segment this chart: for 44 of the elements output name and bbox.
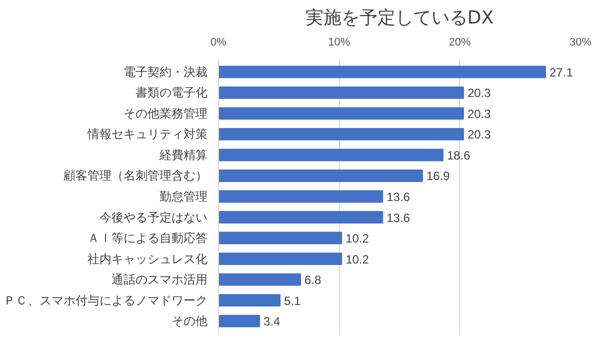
bar bbox=[218, 107, 464, 120]
x-tick-label: 0% bbox=[210, 36, 227, 48]
bar bbox=[218, 294, 281, 306]
data-label: 3.4 bbox=[264, 314, 281, 329]
bar bbox=[218, 66, 546, 78]
data-label: 20.3 bbox=[467, 86, 492, 100]
y-tick-label: 社内キャッシュレス化 bbox=[88, 252, 208, 266]
data-label: 10.2 bbox=[346, 252, 370, 266]
bar bbox=[218, 86, 464, 99]
bar bbox=[218, 128, 464, 140]
data-label: 18.6 bbox=[446, 148, 471, 162]
y-tick-label: ＡＩ等による自動応答 bbox=[88, 231, 208, 246]
data-label: 13.6 bbox=[386, 190, 410, 204]
data-label: 5.1 bbox=[284, 294, 302, 308]
bar bbox=[218, 252, 342, 265]
bar bbox=[218, 170, 423, 182]
data-label: 20.3 bbox=[467, 128, 492, 142]
data-label: 13.6 bbox=[386, 210, 410, 225]
y-tick-label: 勤怠管理 bbox=[160, 190, 208, 204]
data-label: 6.8 bbox=[304, 273, 322, 288]
x-tick-label: 20% bbox=[448, 36, 472, 48]
chart-title: 実施を予定しているDX bbox=[305, 8, 494, 28]
y-tick-label: 電子契約・決裁 bbox=[124, 64, 208, 79]
x-tick-label: 10% bbox=[328, 36, 350, 48]
y-tick-label: 情報セキュリティ対策 bbox=[86, 127, 208, 142]
y-tick-label: 通話のスマホ活用 bbox=[112, 272, 208, 287]
x-tick-label: 30% bbox=[569, 36, 592, 48]
y-tick-label: 書類の電子化 bbox=[136, 86, 208, 100]
bar bbox=[218, 232, 342, 244]
bar bbox=[218, 314, 260, 328]
y-tick-label: 経費精算 bbox=[158, 148, 208, 162]
y-tick-label: 今後やる予定はない bbox=[100, 210, 208, 224]
y-tick-label: その他 bbox=[172, 314, 208, 328]
y-tick-label: ＰＣ、スマホ付与によるノマドワーク bbox=[4, 293, 208, 308]
data-label: 16.9 bbox=[426, 169, 450, 184]
y-tick-label: 顧客管理（名刺管理含む） bbox=[64, 168, 208, 183]
bar bbox=[218, 148, 444, 162]
bar bbox=[218, 190, 384, 203]
bar bbox=[218, 211, 384, 224]
data-label: 27.1 bbox=[550, 65, 574, 80]
data-label: 20.3 bbox=[467, 106, 492, 121]
y-tick-label: その他業務管理 bbox=[124, 106, 208, 120]
bar bbox=[218, 273, 302, 286]
data-label: 10.2 bbox=[346, 232, 370, 246]
